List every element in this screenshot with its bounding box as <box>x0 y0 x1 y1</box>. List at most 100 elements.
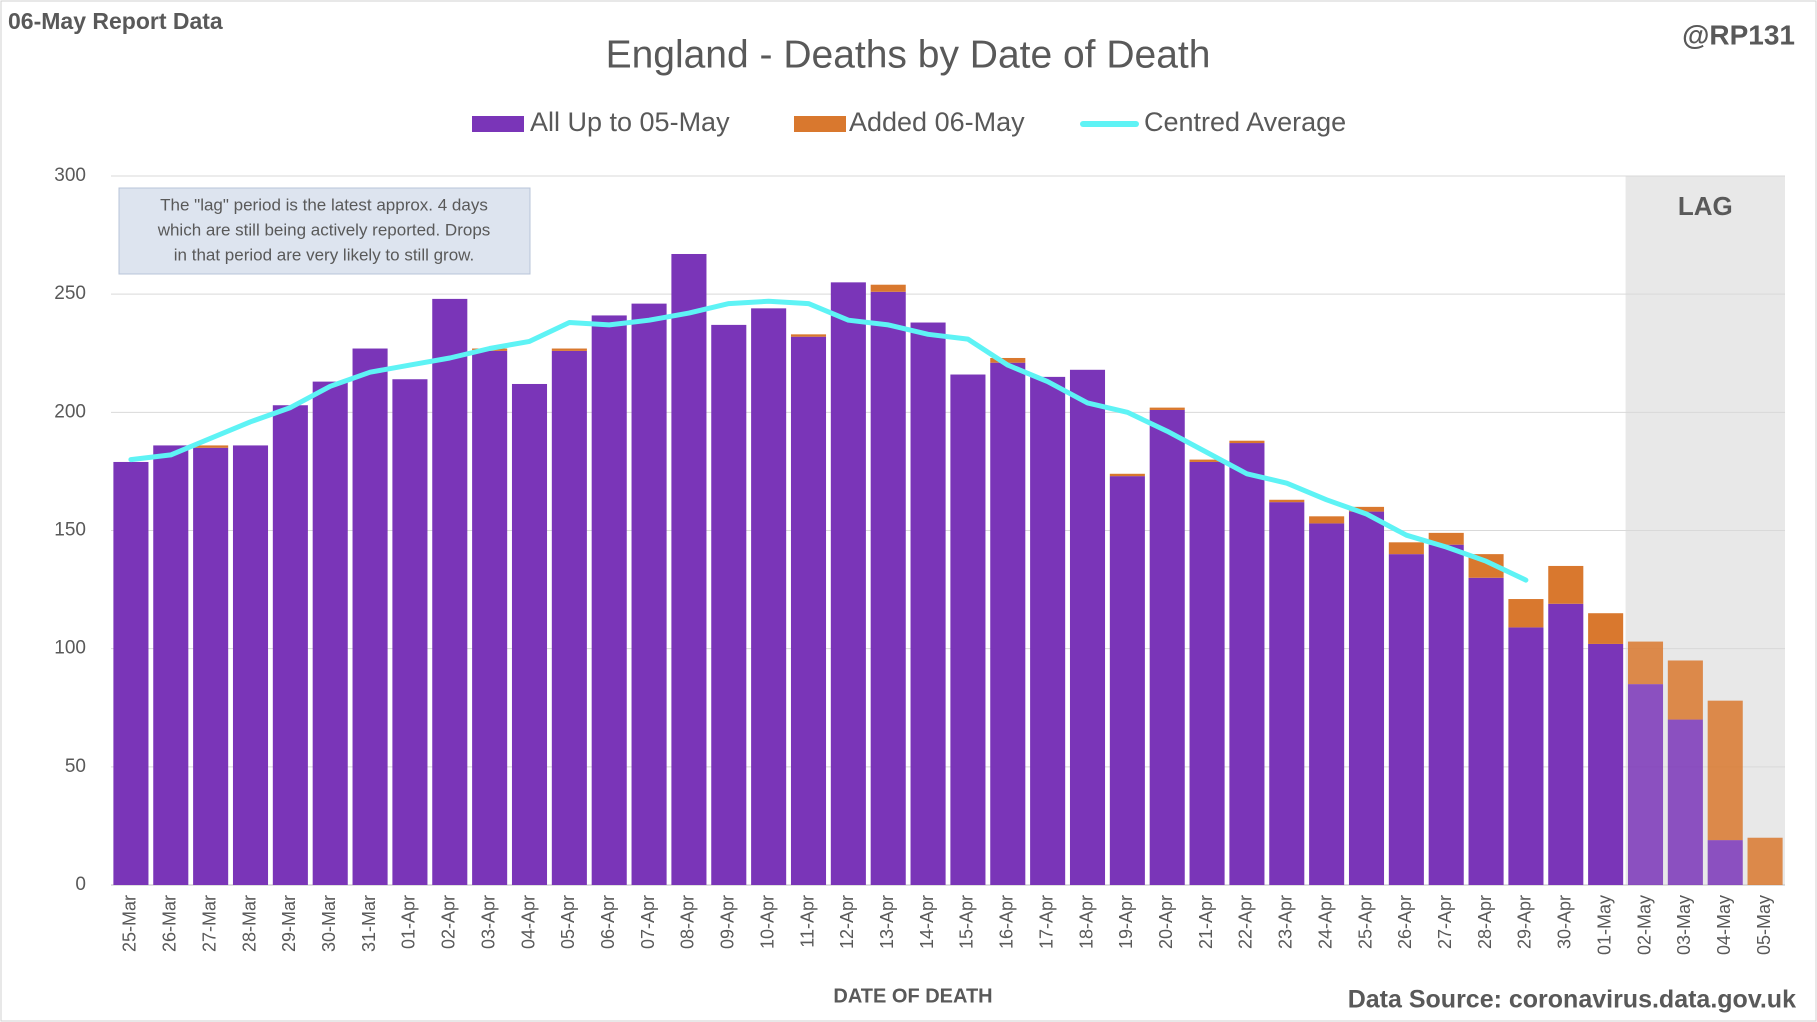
x-tick-label: 05-Apr <box>558 895 578 949</box>
x-tick-label: 02-Apr <box>439 895 459 949</box>
x-tick-label: 12-Apr <box>837 895 857 949</box>
y-tick-label: 0 <box>75 874 86 895</box>
bar <box>312 381 348 885</box>
x-tick-label: 16-Apr <box>997 895 1017 949</box>
x-tick-label: 06-Apr <box>598 895 618 949</box>
x-tick-label: 04-May <box>1714 895 1734 955</box>
x-tick-label: 31-Mar <box>359 895 379 952</box>
x-tick-label: 28-Apr <box>1475 895 1495 949</box>
bar <box>1588 613 1624 644</box>
bar <box>1229 440 1265 444</box>
x-tick-label: 04-Apr <box>518 895 538 949</box>
legend-label: All Up to 05-May <box>530 107 730 137</box>
bar <box>1468 577 1504 885</box>
legend-label: Added 06-May <box>849 107 1025 137</box>
bar <box>1189 459 1225 462</box>
bar <box>392 379 428 885</box>
header-left: 06-May Report Data <box>8 8 223 34</box>
bar <box>790 336 827 885</box>
y-tick-label: 250 <box>54 283 86 304</box>
bar <box>193 445 229 448</box>
lag-label: LAG <box>1678 191 1733 221</box>
annotation-box <box>118 187 531 275</box>
bar <box>830 282 866 886</box>
x-tick-label: 27-Apr <box>1435 895 1455 949</box>
bar <box>1548 603 1584 885</box>
bar <box>1229 443 1265 885</box>
bar <box>1508 599 1544 628</box>
bar <box>950 374 986 885</box>
y-tick-label: 50 <box>65 756 86 777</box>
bar <box>551 348 587 351</box>
x-axis-label: DATE OF DEATH <box>833 985 992 1007</box>
bar <box>1707 840 1743 885</box>
source: Data Source: coronavirus.data.gov.uk <box>1348 986 1796 1014</box>
bar <box>272 405 308 885</box>
bar <box>1667 719 1703 885</box>
bar <box>193 447 229 885</box>
bar <box>1428 544 1464 885</box>
bar <box>1309 523 1345 885</box>
bar <box>870 291 906 885</box>
bar <box>153 445 189 885</box>
y-tick-label: 100 <box>54 638 86 659</box>
legend-swatch <box>472 116 524 132</box>
annotation-text: which are still being actively reported.… <box>157 220 491 239</box>
bar <box>1109 473 1145 477</box>
bar <box>1588 643 1624 885</box>
x-tick-label: 10-Apr <box>757 895 777 949</box>
annotation-text: in that period are very likely to still … <box>174 245 474 264</box>
x-tick-label: 01-Apr <box>399 895 419 949</box>
bar <box>1189 461 1225 885</box>
x-tick-label: 27-Mar <box>199 895 219 952</box>
x-tick-label: 02-May <box>1634 895 1654 955</box>
bar <box>751 308 787 885</box>
header-right: @RP131 <box>1682 19 1795 50</box>
bar <box>472 350 508 885</box>
x-tick-label: 26-Mar <box>160 895 180 952</box>
bar <box>1149 407 1185 410</box>
x-tick-label: 28-Mar <box>239 895 259 952</box>
bar <box>631 303 667 885</box>
bar <box>990 357 1026 363</box>
legend-swatch <box>794 116 846 132</box>
bar <box>1348 506 1385 512</box>
annotation-text: The "lag" period is the latest approx. 4… <box>160 195 488 214</box>
x-tick-label: 30-Apr <box>1555 895 1575 949</box>
bar <box>1030 376 1066 885</box>
bar <box>870 284 906 292</box>
x-tick-label: 29-Mar <box>279 895 299 952</box>
bar <box>551 350 587 885</box>
bar <box>1508 627 1544 885</box>
x-tick-label: 03-May <box>1674 895 1694 955</box>
bar <box>910 322 946 885</box>
bar <box>352 348 388 886</box>
x-tick-label: 25-Mar <box>120 895 140 952</box>
x-tick-label: 22-Apr <box>1236 895 1256 949</box>
bar <box>990 362 1026 885</box>
x-tick-label: 17-Apr <box>1036 895 1056 949</box>
x-tick-label: 09-Apr <box>718 895 738 949</box>
bar <box>591 315 627 886</box>
x-tick-label: 18-Apr <box>1076 895 1096 949</box>
bar <box>1747 837 1783 885</box>
x-tick-label: 23-Apr <box>1276 895 1296 949</box>
bar <box>1269 502 1305 885</box>
x-tick-label: 08-Apr <box>678 895 698 949</box>
bar <box>113 461 149 885</box>
bar <box>1388 542 1424 555</box>
bar <box>1149 409 1185 885</box>
x-tick-label: 30-Mar <box>319 895 339 952</box>
bar <box>1627 684 1664 885</box>
x-tick-label: 07-Apr <box>638 895 658 949</box>
bar <box>1627 641 1664 685</box>
bar <box>1109 476 1145 885</box>
bar <box>1548 565 1584 604</box>
x-tick-label: 11-Apr <box>797 895 817 948</box>
bar <box>1667 660 1703 720</box>
y-tick-label: 200 <box>54 401 86 422</box>
bar <box>1269 499 1305 503</box>
bar <box>1388 554 1424 885</box>
x-tick-label: 20-Apr <box>1156 895 1176 949</box>
